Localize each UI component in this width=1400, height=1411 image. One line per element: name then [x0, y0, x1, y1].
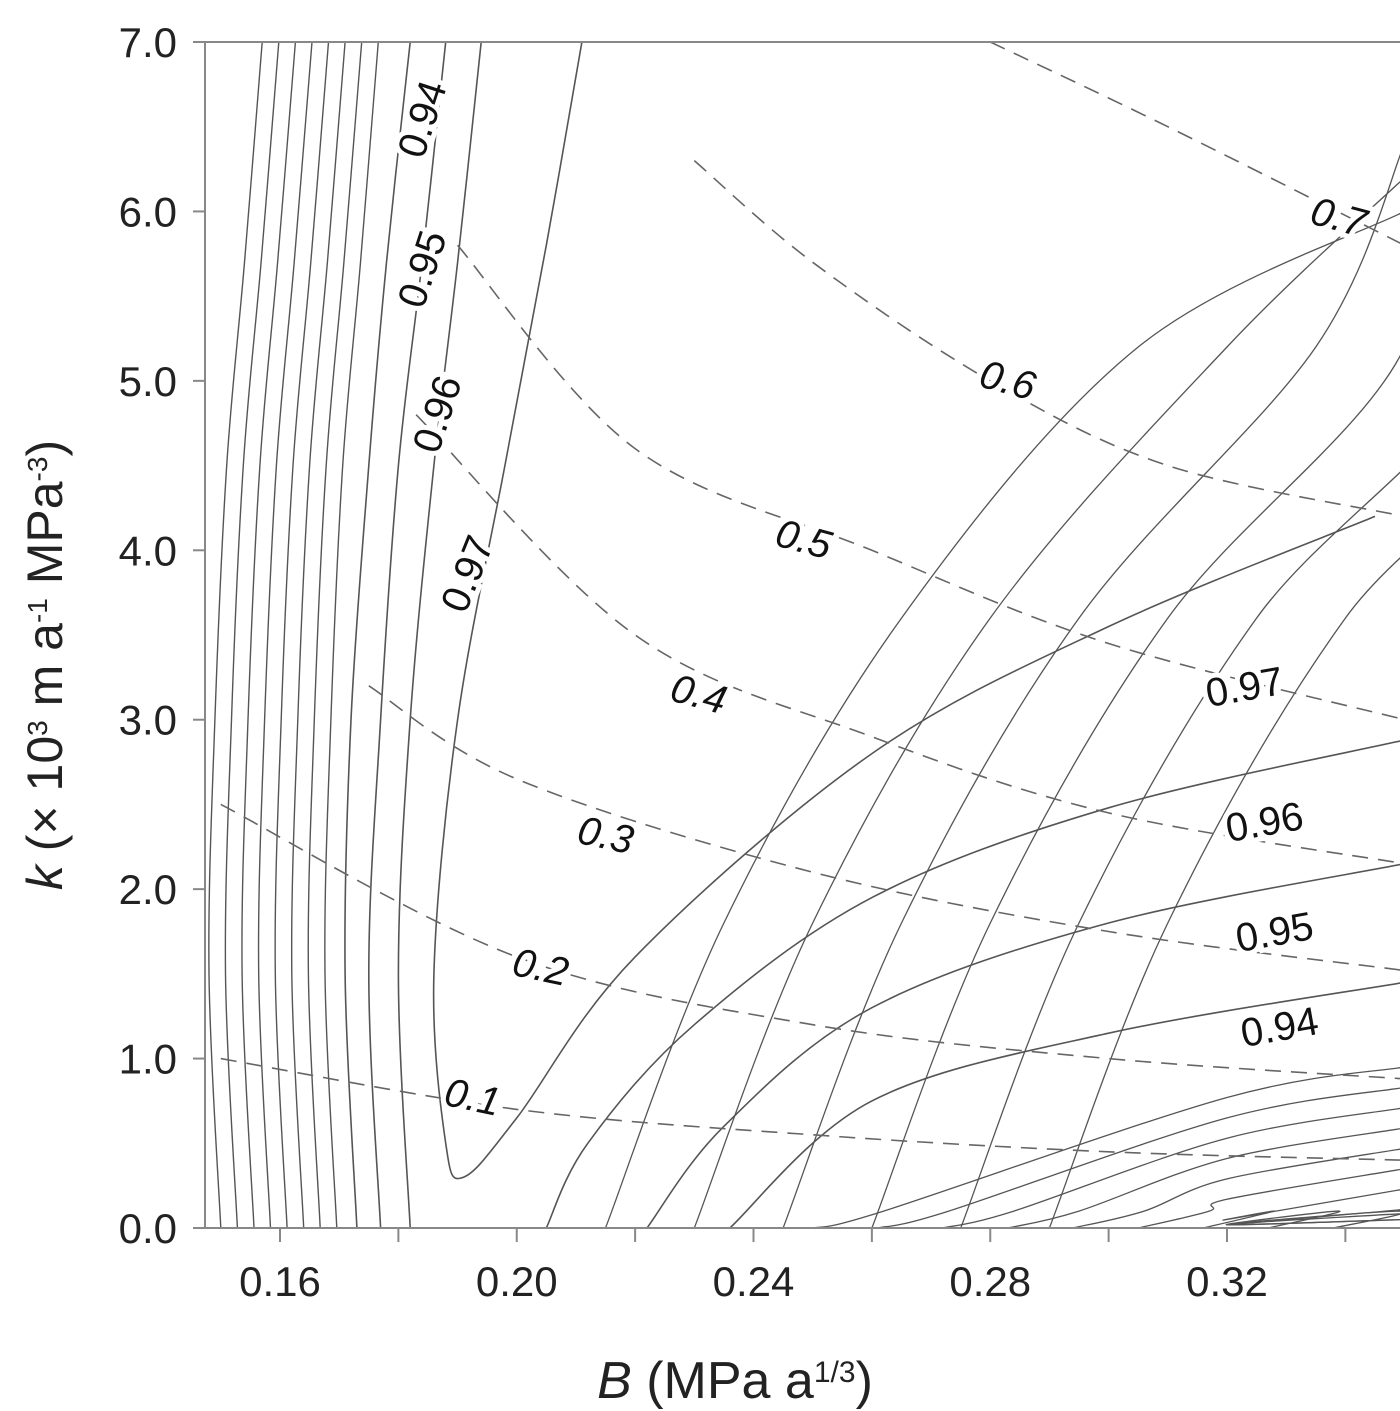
solid-contour-line: [782, 153, 1400, 1228]
x-tick-group: 0.16 0.20 0.24 0.28 0.32: [239, 1228, 1347, 1305]
dashed-contour-label: 0.7: [1306, 189, 1373, 246]
solid-contour-label: 0.96: [405, 370, 471, 458]
dashed-contour-label: 0.1: [441, 1070, 505, 1125]
dashed-contour-line: [456, 244, 1400, 720]
dashed-contour-label: 0.5: [771, 511, 837, 568]
y-axis-unit-d: ): [17, 440, 73, 457]
x-axis-unit-sup: 1/3: [814, 1356, 856, 1389]
solid-contour-line: [274, 42, 330, 1228]
y-axis-symbol: k: [17, 862, 73, 890]
solid-contour-line: [693, 180, 1400, 1228]
solid-contour-label: 0.95: [390, 225, 456, 313]
x-tick-label: 0.20: [476, 1258, 558, 1305]
dashed-contour-line: [989, 42, 1400, 244]
solid-contour-line: [324, 42, 379, 1228]
solid-contour-line: [646, 863, 1400, 1228]
x-axis-label: B (MPa a1/3): [597, 1352, 873, 1410]
dashed-contour-label: 0.3: [574, 808, 638, 863]
x-axis-unit-close: ): [856, 1352, 873, 1410]
solid-contour-line: [432, 42, 1376, 1180]
y-tick-label: 5.0: [119, 358, 177, 405]
y-tick-label: 2.0: [119, 866, 177, 913]
solid-contour-label: 0.97: [433, 530, 503, 619]
y-axis-sup-1: 3: [22, 720, 53, 736]
y-tick-label: 6.0: [119, 188, 177, 235]
y-tick-label: 4.0: [119, 527, 177, 574]
x-tick-label: 0.28: [949, 1258, 1031, 1305]
solid-contour-line: [290, 42, 346, 1228]
solid-contour-line: [397, 42, 482, 1228]
solid-contour-line: [871, 354, 1400, 1228]
solid-contour-line: [729, 982, 1400, 1228]
dashed-contour-line: [220, 1057, 1400, 1161]
y-axis-sup-2: -1: [22, 598, 53, 623]
solid-contour-line: [257, 42, 313, 1228]
y-tick-group: 0.0 1.0 2.0 3.0 4.0 5.0 6.0 7.0: [119, 19, 205, 1252]
y-axis-unit-b: m a: [17, 623, 73, 720]
y-axis-unit-c: MPa: [17, 481, 73, 598]
x-axis-unit: (MPa a: [632, 1352, 814, 1410]
y-tick-label: 1.0: [119, 1036, 177, 1083]
solid-contour-line: [960, 471, 1400, 1228]
solid-contour-line: [942, 1107, 1400, 1228]
x-axis-symbol: B: [597, 1352, 632, 1410]
x-tick-label: 0.16: [239, 1258, 321, 1305]
solid-contour-line: [812, 1067, 1400, 1228]
y-axis-unit-a: (× 10: [17, 736, 73, 865]
solid-contour-label: 0.96: [1222, 794, 1306, 851]
dashed-contour-label: 0.6: [975, 352, 1041, 409]
solid-contour-label: 0.95: [1232, 904, 1316, 961]
solid-contour-group: [208, 42, 1400, 1228]
solid-contour-line: [1226, 1213, 1400, 1228]
dashed-contour-line: [415, 414, 1400, 864]
solid-contour-line: [307, 42, 363, 1228]
x-tick-label: 0.32: [1186, 1258, 1268, 1305]
solid-contour-line: [208, 42, 263, 1228]
dashed-contour-group: [220, 42, 1400, 1161]
solid-contour-line: [1007, 1128, 1400, 1228]
dashed-contour-label: 0.4: [666, 666, 731, 723]
y-tick-label: 7.0: [119, 19, 177, 66]
dashed-contour-label: 0.2: [509, 940, 573, 995]
solid-contour-line: [367, 42, 447, 1228]
solid-contour-line: [1048, 557, 1400, 1228]
solid-contour-line: [1203, 1189, 1400, 1228]
solid-contour-line: [224, 42, 280, 1228]
y-axis-sup-3: -3: [22, 457, 53, 482]
dashed-contour-line: [220, 803, 1400, 1080]
y-tick-label: 3.0: [119, 697, 177, 744]
solid-contour-line: [1138, 1168, 1400, 1228]
solid-contour-line: [241, 42, 297, 1228]
solid-contour-line: [604, 212, 1400, 1228]
solid-contour-line: [877, 1087, 1400, 1228]
solid-contour-label: 0.94: [390, 75, 456, 163]
dashed-contour-line: [693, 159, 1400, 517]
x-tick-label: 0.24: [713, 1258, 795, 1305]
solid-contour-label: 0.97: [1202, 659, 1286, 716]
dashed-contour-line: [368, 685, 1400, 971]
solid-contour-line: [545, 740, 1400, 1228]
y-tick-label: 0.0: [119, 1205, 177, 1252]
solid-contour-line: [344, 42, 411, 1228]
y-axis-label: k (× 103 m a-1 MPa-3): [17, 440, 73, 890]
